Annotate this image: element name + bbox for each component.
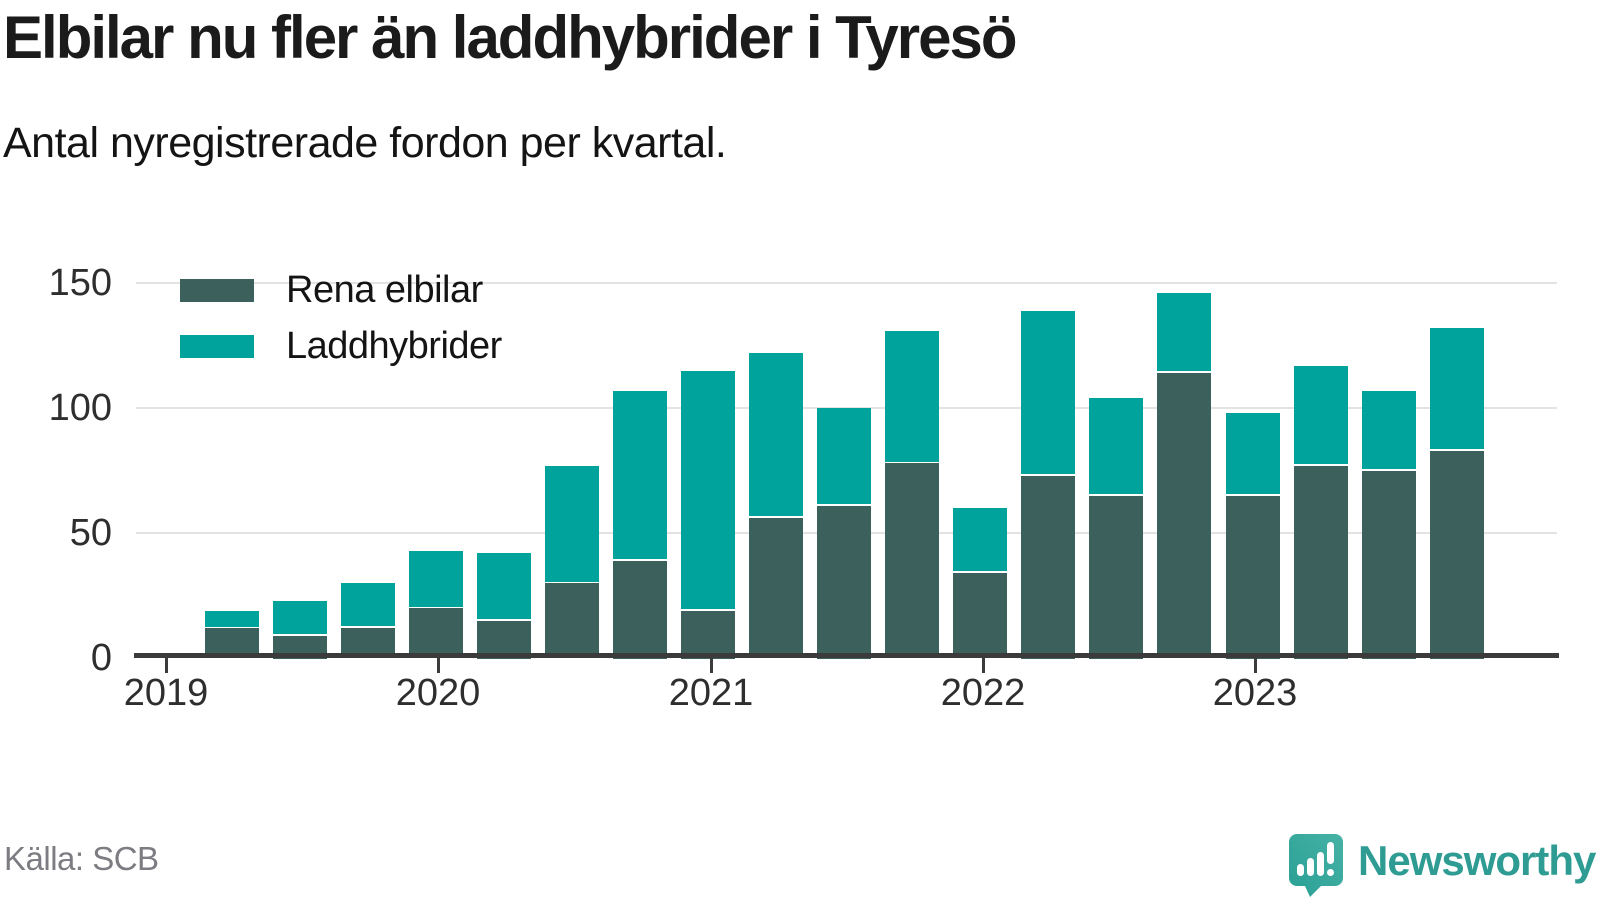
x-tick-label-2020: 2020 <box>395 672 481 714</box>
bar-laddhybrid-2022-K2 <box>1021 311 1075 474</box>
x-tick-label-2023: 2023 <box>1212 672 1298 714</box>
y-tick-label-50: 50 <box>69 512 112 554</box>
bar-elbilar-2021-K3 <box>817 506 871 659</box>
chart-legend: Rena elbilar Laddhybrider <box>180 269 502 391</box>
bar-laddhybrid-2023-K4 <box>1430 328 1484 449</box>
bar-laddhybrid-2021-K2 <box>749 353 803 516</box>
bar-laddhybrid-2020-K3 <box>545 466 599 582</box>
legend-swatch-rena-elbilar <box>180 279 254 302</box>
bar-elbilar-2022-K1 <box>953 573 1007 658</box>
x-tick-2023 <box>1254 657 1257 673</box>
x-tick-2019 <box>165 657 168 673</box>
x-tick-2021 <box>710 657 713 673</box>
x-tick-2022 <box>982 657 985 673</box>
legend-item-laddhybrider: Laddhybrider <box>180 325 502 367</box>
x-tick-2020 <box>437 657 440 673</box>
x-axis-line <box>134 653 1559 658</box>
newsworthy-brand: Newsworthy <box>1288 833 1596 897</box>
legend-item-rena-elbilar: Rena elbilar <box>180 269 502 311</box>
x-tick-label-2022: 2022 <box>940 672 1026 714</box>
bar-elbilar-2020-K2 <box>477 621 531 659</box>
bar-elbilar-2022-K2 <box>1021 476 1075 659</box>
legend-label: Laddhybrider <box>286 325 502 367</box>
bar-elbilar-2020-K4 <box>613 561 667 659</box>
bar-elbilar-2023-K2 <box>1294 466 1348 659</box>
bar-elbilar-2022-K3 <box>1089 496 1143 659</box>
bar-laddhybrid-2019-K3 <box>273 601 327 634</box>
x-tick-label-2021: 2021 <box>668 672 754 714</box>
x-tick-label-2019: 2019 <box>123 672 209 714</box>
bar-laddhybrid-2019-K2 <box>205 611 259 627</box>
legend-label: Rena elbilar <box>286 269 483 311</box>
chart-subtitle: Antal nyregistrerade fordon per kvartal. <box>3 119 727 167</box>
bar-laddhybrid-2022-K4 <box>1157 293 1211 371</box>
bar-laddhybrid-2023-K3 <box>1362 391 1416 469</box>
bar-laddhybrid-2020-K4 <box>613 391 667 559</box>
bar-elbilar-2020-K1 <box>409 608 463 658</box>
bar-laddhybrid-2022-K1 <box>953 508 1007 571</box>
bar-laddhybrid-2023-K1 <box>1226 413 1280 494</box>
bar-elbilar-2021-K1 <box>681 611 735 659</box>
bar-elbilar-2023-K1 <box>1226 496 1280 659</box>
bar-laddhybrid-2021-K4 <box>885 331 939 462</box>
gridline-150 <box>136 282 1557 284</box>
page-title: Elbilar nu fler än laddhybrider i Tyresö <box>3 4 1017 71</box>
bar-elbilar-2023-K4 <box>1430 451 1484 659</box>
bar-elbilar-2020-K3 <box>545 583 599 658</box>
newsworthy-logo-icon <box>1289 834 1343 897</box>
y-tick-label-100: 100 <box>48 387 112 429</box>
bar-elbilar-2021-K4 <box>885 463 939 658</box>
bar-laddhybrid-2021-K3 <box>817 408 871 504</box>
bar-laddhybrid-2021-K1 <box>681 371 735 609</box>
bar-laddhybrid-2020-K2 <box>477 553 531 619</box>
bar-laddhybrid-2019-K4 <box>341 583 395 626</box>
legend-swatch-laddhybrider <box>180 335 254 358</box>
y-tick-label-0: 0 <box>90 637 112 679</box>
bar-laddhybrid-2022-K3 <box>1089 398 1143 494</box>
source-attribution: Källa: SCB <box>4 840 159 877</box>
bar-elbilar-2023-K3 <box>1362 471 1416 659</box>
brand-name: Newsworthy <box>1358 837 1596 884</box>
bar-laddhybrid-2023-K2 <box>1294 366 1348 464</box>
bar-laddhybrid-2020-K1 <box>409 551 463 607</box>
y-tick-label-150: 150 <box>48 262 112 304</box>
bar-elbilar-2022-K4 <box>1157 373 1211 658</box>
bar-elbilar-2021-K2 <box>749 518 803 658</box>
